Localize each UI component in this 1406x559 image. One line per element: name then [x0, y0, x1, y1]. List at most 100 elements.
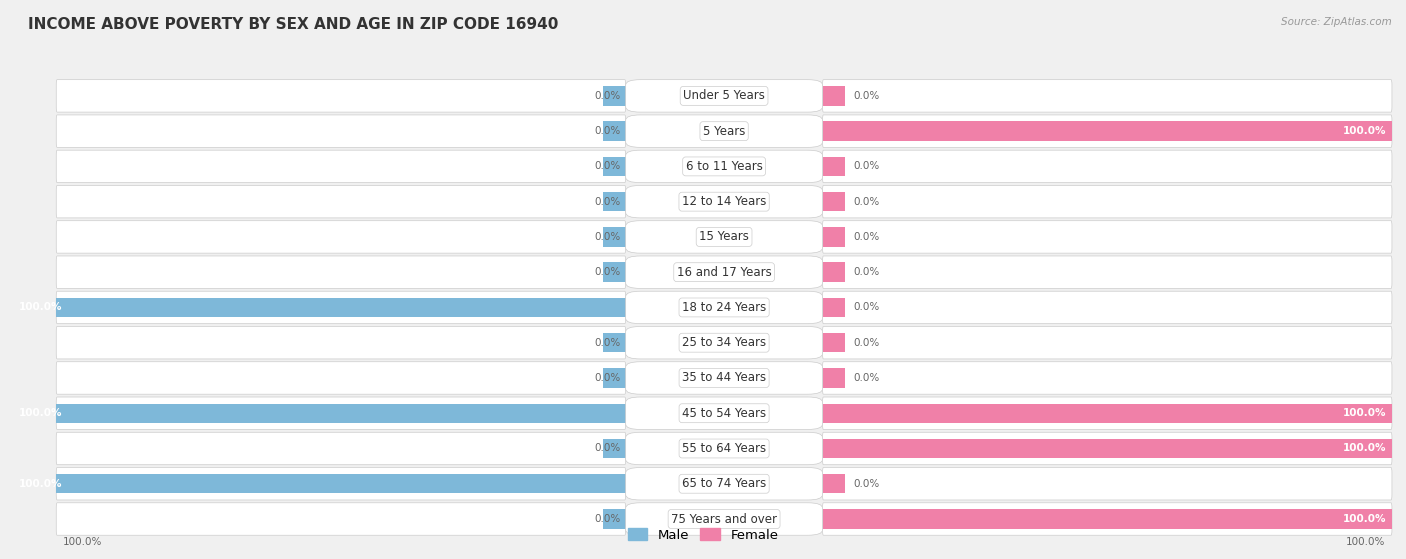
Text: 100.0%: 100.0% — [1343, 514, 1386, 524]
FancyBboxPatch shape — [823, 432, 1392, 465]
Text: Source: ZipAtlas.com: Source: ZipAtlas.com — [1281, 17, 1392, 27]
FancyBboxPatch shape — [626, 221, 823, 253]
FancyBboxPatch shape — [823, 221, 1392, 253]
FancyBboxPatch shape — [823, 326, 1392, 359]
FancyBboxPatch shape — [823, 150, 1392, 183]
FancyBboxPatch shape — [56, 115, 626, 148]
Bar — [603, 86, 626, 106]
Text: 6 to 11 Years: 6 to 11 Years — [686, 160, 762, 173]
Text: 55 to 64 Years: 55 to 64 Years — [682, 442, 766, 455]
Text: 15 Years: 15 Years — [699, 230, 749, 243]
Bar — [56, 474, 626, 494]
Text: 0.0%: 0.0% — [595, 373, 620, 383]
FancyBboxPatch shape — [56, 397, 626, 429]
FancyBboxPatch shape — [823, 362, 1392, 394]
Text: 0.0%: 0.0% — [595, 514, 620, 524]
FancyBboxPatch shape — [56, 467, 626, 500]
Bar — [603, 192, 626, 211]
Bar — [823, 298, 845, 317]
Bar — [823, 263, 845, 282]
Text: 0.0%: 0.0% — [853, 267, 880, 277]
Bar — [56, 298, 626, 317]
Text: 45 to 54 Years: 45 to 54 Years — [682, 407, 766, 420]
Bar — [603, 263, 626, 282]
FancyBboxPatch shape — [626, 362, 823, 394]
Text: 0.0%: 0.0% — [595, 267, 620, 277]
Text: 16 and 17 Years: 16 and 17 Years — [676, 266, 772, 279]
Bar — [823, 192, 845, 211]
Text: 0.0%: 0.0% — [595, 126, 620, 136]
Text: 5 Years: 5 Years — [703, 125, 745, 138]
FancyBboxPatch shape — [626, 150, 823, 183]
FancyBboxPatch shape — [626, 115, 823, 148]
FancyBboxPatch shape — [823, 291, 1392, 324]
FancyBboxPatch shape — [626, 291, 823, 324]
Bar — [603, 333, 626, 352]
Text: 0.0%: 0.0% — [853, 232, 880, 242]
FancyBboxPatch shape — [823, 397, 1392, 429]
Bar — [603, 439, 626, 458]
Bar — [823, 404, 1392, 423]
Bar — [823, 121, 1392, 141]
Bar — [823, 474, 845, 494]
Text: 0.0%: 0.0% — [853, 197, 880, 207]
Text: 100.0%: 100.0% — [1343, 443, 1386, 453]
FancyBboxPatch shape — [626, 503, 823, 535]
Text: 100.0%: 100.0% — [18, 479, 62, 489]
Bar — [823, 86, 845, 106]
Bar — [823, 333, 845, 352]
Text: 65 to 74 Years: 65 to 74 Years — [682, 477, 766, 490]
Text: 0.0%: 0.0% — [853, 162, 880, 172]
Text: 0.0%: 0.0% — [853, 338, 880, 348]
Text: 0.0%: 0.0% — [853, 373, 880, 383]
Text: 35 to 44 Years: 35 to 44 Years — [682, 372, 766, 385]
FancyBboxPatch shape — [56, 432, 626, 465]
Text: 0.0%: 0.0% — [853, 302, 880, 312]
FancyBboxPatch shape — [823, 503, 1392, 535]
Text: 18 to 24 Years: 18 to 24 Years — [682, 301, 766, 314]
FancyBboxPatch shape — [626, 186, 823, 218]
FancyBboxPatch shape — [823, 80, 1392, 112]
Bar — [603, 509, 626, 529]
Text: 0.0%: 0.0% — [853, 91, 880, 101]
FancyBboxPatch shape — [626, 256, 823, 288]
Text: 0.0%: 0.0% — [595, 91, 620, 101]
FancyBboxPatch shape — [823, 186, 1392, 218]
Bar — [823, 157, 845, 176]
FancyBboxPatch shape — [823, 467, 1392, 500]
FancyBboxPatch shape — [56, 150, 626, 183]
FancyBboxPatch shape — [823, 256, 1392, 288]
FancyBboxPatch shape — [626, 467, 823, 500]
Text: Under 5 Years: Under 5 Years — [683, 89, 765, 102]
Text: 75 Years and over: 75 Years and over — [671, 513, 778, 525]
FancyBboxPatch shape — [56, 80, 626, 112]
Bar — [56, 404, 626, 423]
Bar — [823, 439, 1392, 458]
Bar — [823, 227, 845, 247]
FancyBboxPatch shape — [56, 186, 626, 218]
Text: 12 to 14 Years: 12 to 14 Years — [682, 195, 766, 208]
FancyBboxPatch shape — [56, 291, 626, 324]
Text: 100.0%: 100.0% — [18, 302, 62, 312]
FancyBboxPatch shape — [56, 362, 626, 394]
Text: INCOME ABOVE POVERTY BY SEX AND AGE IN ZIP CODE 16940: INCOME ABOVE POVERTY BY SEX AND AGE IN Z… — [28, 17, 558, 32]
Text: 0.0%: 0.0% — [595, 443, 620, 453]
Bar — [603, 121, 626, 141]
Text: 0.0%: 0.0% — [853, 479, 880, 489]
FancyBboxPatch shape — [56, 221, 626, 253]
Text: 100.0%: 100.0% — [1346, 537, 1385, 547]
FancyBboxPatch shape — [56, 503, 626, 535]
FancyBboxPatch shape — [626, 326, 823, 359]
FancyBboxPatch shape — [626, 432, 823, 465]
Text: 0.0%: 0.0% — [595, 162, 620, 172]
Text: 0.0%: 0.0% — [595, 338, 620, 348]
FancyBboxPatch shape — [626, 80, 823, 112]
Bar — [603, 368, 626, 387]
Bar — [603, 227, 626, 247]
Text: 100.0%: 100.0% — [1343, 126, 1386, 136]
Text: 100.0%: 100.0% — [63, 537, 103, 547]
Text: 100.0%: 100.0% — [18, 408, 62, 418]
Text: 100.0%: 100.0% — [1343, 408, 1386, 418]
FancyBboxPatch shape — [56, 256, 626, 288]
FancyBboxPatch shape — [823, 115, 1392, 148]
